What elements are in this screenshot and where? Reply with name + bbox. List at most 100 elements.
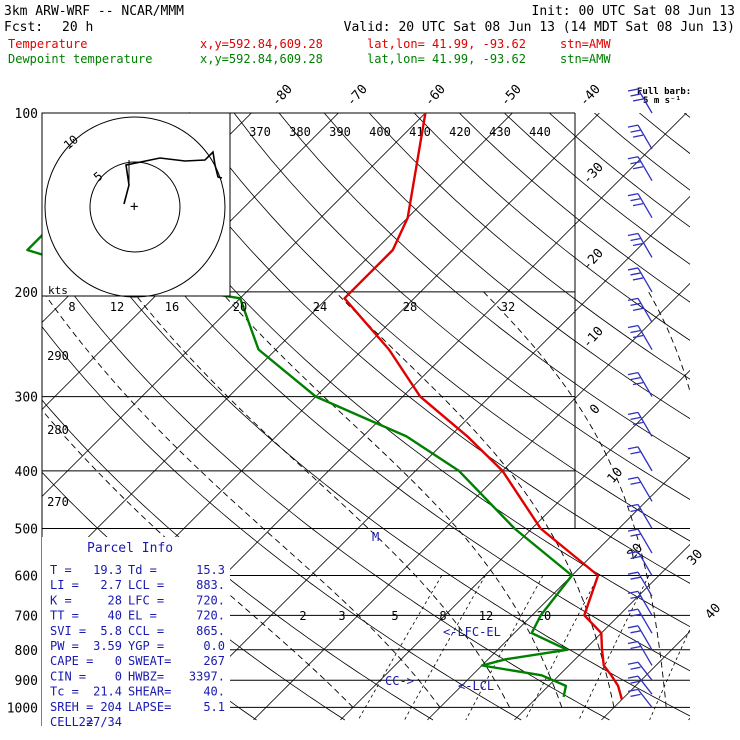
- wind-barb-flag: [627, 156, 639, 160]
- pressure-tick-label: 900: [15, 674, 38, 689]
- dewpoint-latlon: lat,lon= 41.99, -93.62: [367, 52, 526, 66]
- parcel-info-cell: SREH =: [50, 700, 93, 714]
- wind-barb-flag: [630, 416, 641, 421]
- isotherm-label: -70: [344, 82, 371, 109]
- dry-adiabat: [504, 113, 690, 265]
- wind-barb-flag: [630, 576, 641, 580]
- parcel-info-cell: CIN =: [50, 669, 86, 683]
- forecast-hours: 20 h: [62, 20, 93, 35]
- hodo-tick: 24: [313, 300, 327, 314]
- wind-barb-flag: [627, 661, 639, 665]
- dry-adiabat: [143, 113, 690, 584]
- pressure-tick-label: 700: [15, 609, 38, 624]
- hodo-tick: 8: [68, 300, 75, 314]
- hodo-tick: 20: [233, 300, 247, 314]
- parcel-info-cell: 204: [100, 700, 122, 714]
- isotherm-line: [42, 113, 513, 584]
- parcel-info-cell: 720.: [196, 609, 225, 623]
- wind-barb-staff: [637, 528, 653, 554]
- dewpoint-legend: Dewpoint temperature: [8, 52, 153, 66]
- wind-barb-staff: [637, 88, 653, 114]
- wind-barb-flag: [627, 232, 639, 237]
- parcel-info-cell: 21.4: [93, 685, 122, 699]
- wind-barb-staff: [637, 446, 653, 472]
- moist-adiabat: [42, 409, 354, 708]
- moist-adiabat: [335, 291, 615, 708]
- pressure-tick-label: 100: [15, 107, 38, 122]
- parcel-info-cell: 28: [108, 593, 122, 607]
- wind-barb-staff: [637, 476, 653, 502]
- wind-barb-flag: [627, 528, 639, 532]
- theta-label-left: 290: [47, 349, 69, 363]
- wind-barb-flag: [630, 272, 641, 276]
- parcel-info-cell: 883.: [196, 578, 225, 592]
- pressure-tick-label: 500: [15, 522, 38, 537]
- mixing-ratio-line: [578, 575, 650, 721]
- dry-adiabat: [42, 172, 690, 717]
- pressure-tick-label: 600: [15, 570, 38, 585]
- mixing-ratio-label: 20: [537, 609, 551, 623]
- wind-barb-flag: [630, 161, 641, 165]
- wind-barb-flag: [627, 476, 639, 480]
- parcel-info-cell: 3.59: [93, 639, 122, 653]
- wind-barb-flag: [627, 590, 639, 594]
- dry-adiabat: [639, 113, 690, 155]
- mixing-ratio-label: 2: [299, 609, 306, 623]
- hodograph-inner-ring: [89, 161, 181, 253]
- isotherm-label: -50: [498, 82, 525, 109]
- wind-barb-flag: [630, 533, 641, 537]
- parcel-info-cell: 267: [203, 654, 225, 668]
- dewpoint-xy: x,y=592.84,609.28: [200, 52, 323, 66]
- parcel-info-cell: 865.: [196, 624, 225, 638]
- wind-barb-flag: [630, 645, 641, 650]
- pressure-tick-label: 300: [15, 391, 38, 406]
- mixing-ratio-line: [404, 575, 486, 721]
- wind-barb-flag: [630, 451, 641, 455]
- wind-barb-flag: [627, 297, 639, 301]
- wind-barb-staff: [637, 156, 653, 182]
- temperature-latlon: lat,lon= 41.99, -93.62: [367, 37, 526, 51]
- parcel-info-cell: 0.0: [203, 639, 225, 653]
- wind-barb-flag: [632, 134, 644, 138]
- mixing-ratio-line: [465, 575, 544, 721]
- wind-barb-staff: [637, 325, 653, 350]
- wind-barb-flag: [627, 688, 639, 693]
- wind-barb-staff: [637, 551, 653, 576]
- parcel-info-cell: SVI =: [50, 624, 86, 638]
- isotherm-label: -80: [269, 82, 296, 109]
- dry-adiabat: [730, 113, 740, 720]
- parcel-info-cell: T =: [50, 563, 72, 577]
- ccl-marker: CC->: [385, 674, 414, 688]
- wind-barb-flag: [627, 88, 639, 92]
- wind-barb-flag: [630, 508, 641, 513]
- wind-barb-flag: [630, 481, 641, 485]
- mixing-ratio-label: 5: [391, 609, 398, 623]
- forecast-label: Fcst:: [4, 20, 43, 35]
- wind-barb-staff: [637, 591, 653, 616]
- wind-barb-flag: [630, 630, 641, 634]
- wind-barb-flag: [632, 203, 644, 207]
- lcl-marker: <-LCL: [458, 679, 494, 693]
- wind-barb-flag: [627, 324, 639, 329]
- wind-barb-flag: [630, 680, 641, 684]
- parcel-info-cell: CAPE =: [50, 654, 93, 668]
- parcel-info-box: Parcel Info T = 19.3 Td = 15.3 LI = 2.7 LCL = 8…: [42, 537, 230, 729]
- wind-barb-flag: [627, 625, 639, 629]
- parcel-info-cell: YGP =: [128, 639, 164, 653]
- isotherm-line: [688, 717, 690, 721]
- dry-adiabat: [368, 113, 690, 380]
- wind-barb-flag: [632, 242, 644, 247]
- wind-barb-flag: [630, 302, 641, 306]
- isotherm-line: [42, 113, 426, 497]
- hodograph-units: kts: [48, 284, 68, 297]
- wind-barb-flag: [627, 446, 639, 450]
- dry-adiabat: [42, 326, 522, 721]
- wind-barb-flag: [632, 307, 644, 311]
- wind-barb-flag: [627, 371, 639, 376]
- pressure-tick-label: 1000: [7, 701, 38, 716]
- hodograph: 5 10 + kts: [41, 112, 231, 298]
- isotherm-line: [253, 282, 690, 721]
- wind-barb-flag: [627, 503, 639, 508]
- pressure-tick-label: 800: [15, 644, 38, 659]
